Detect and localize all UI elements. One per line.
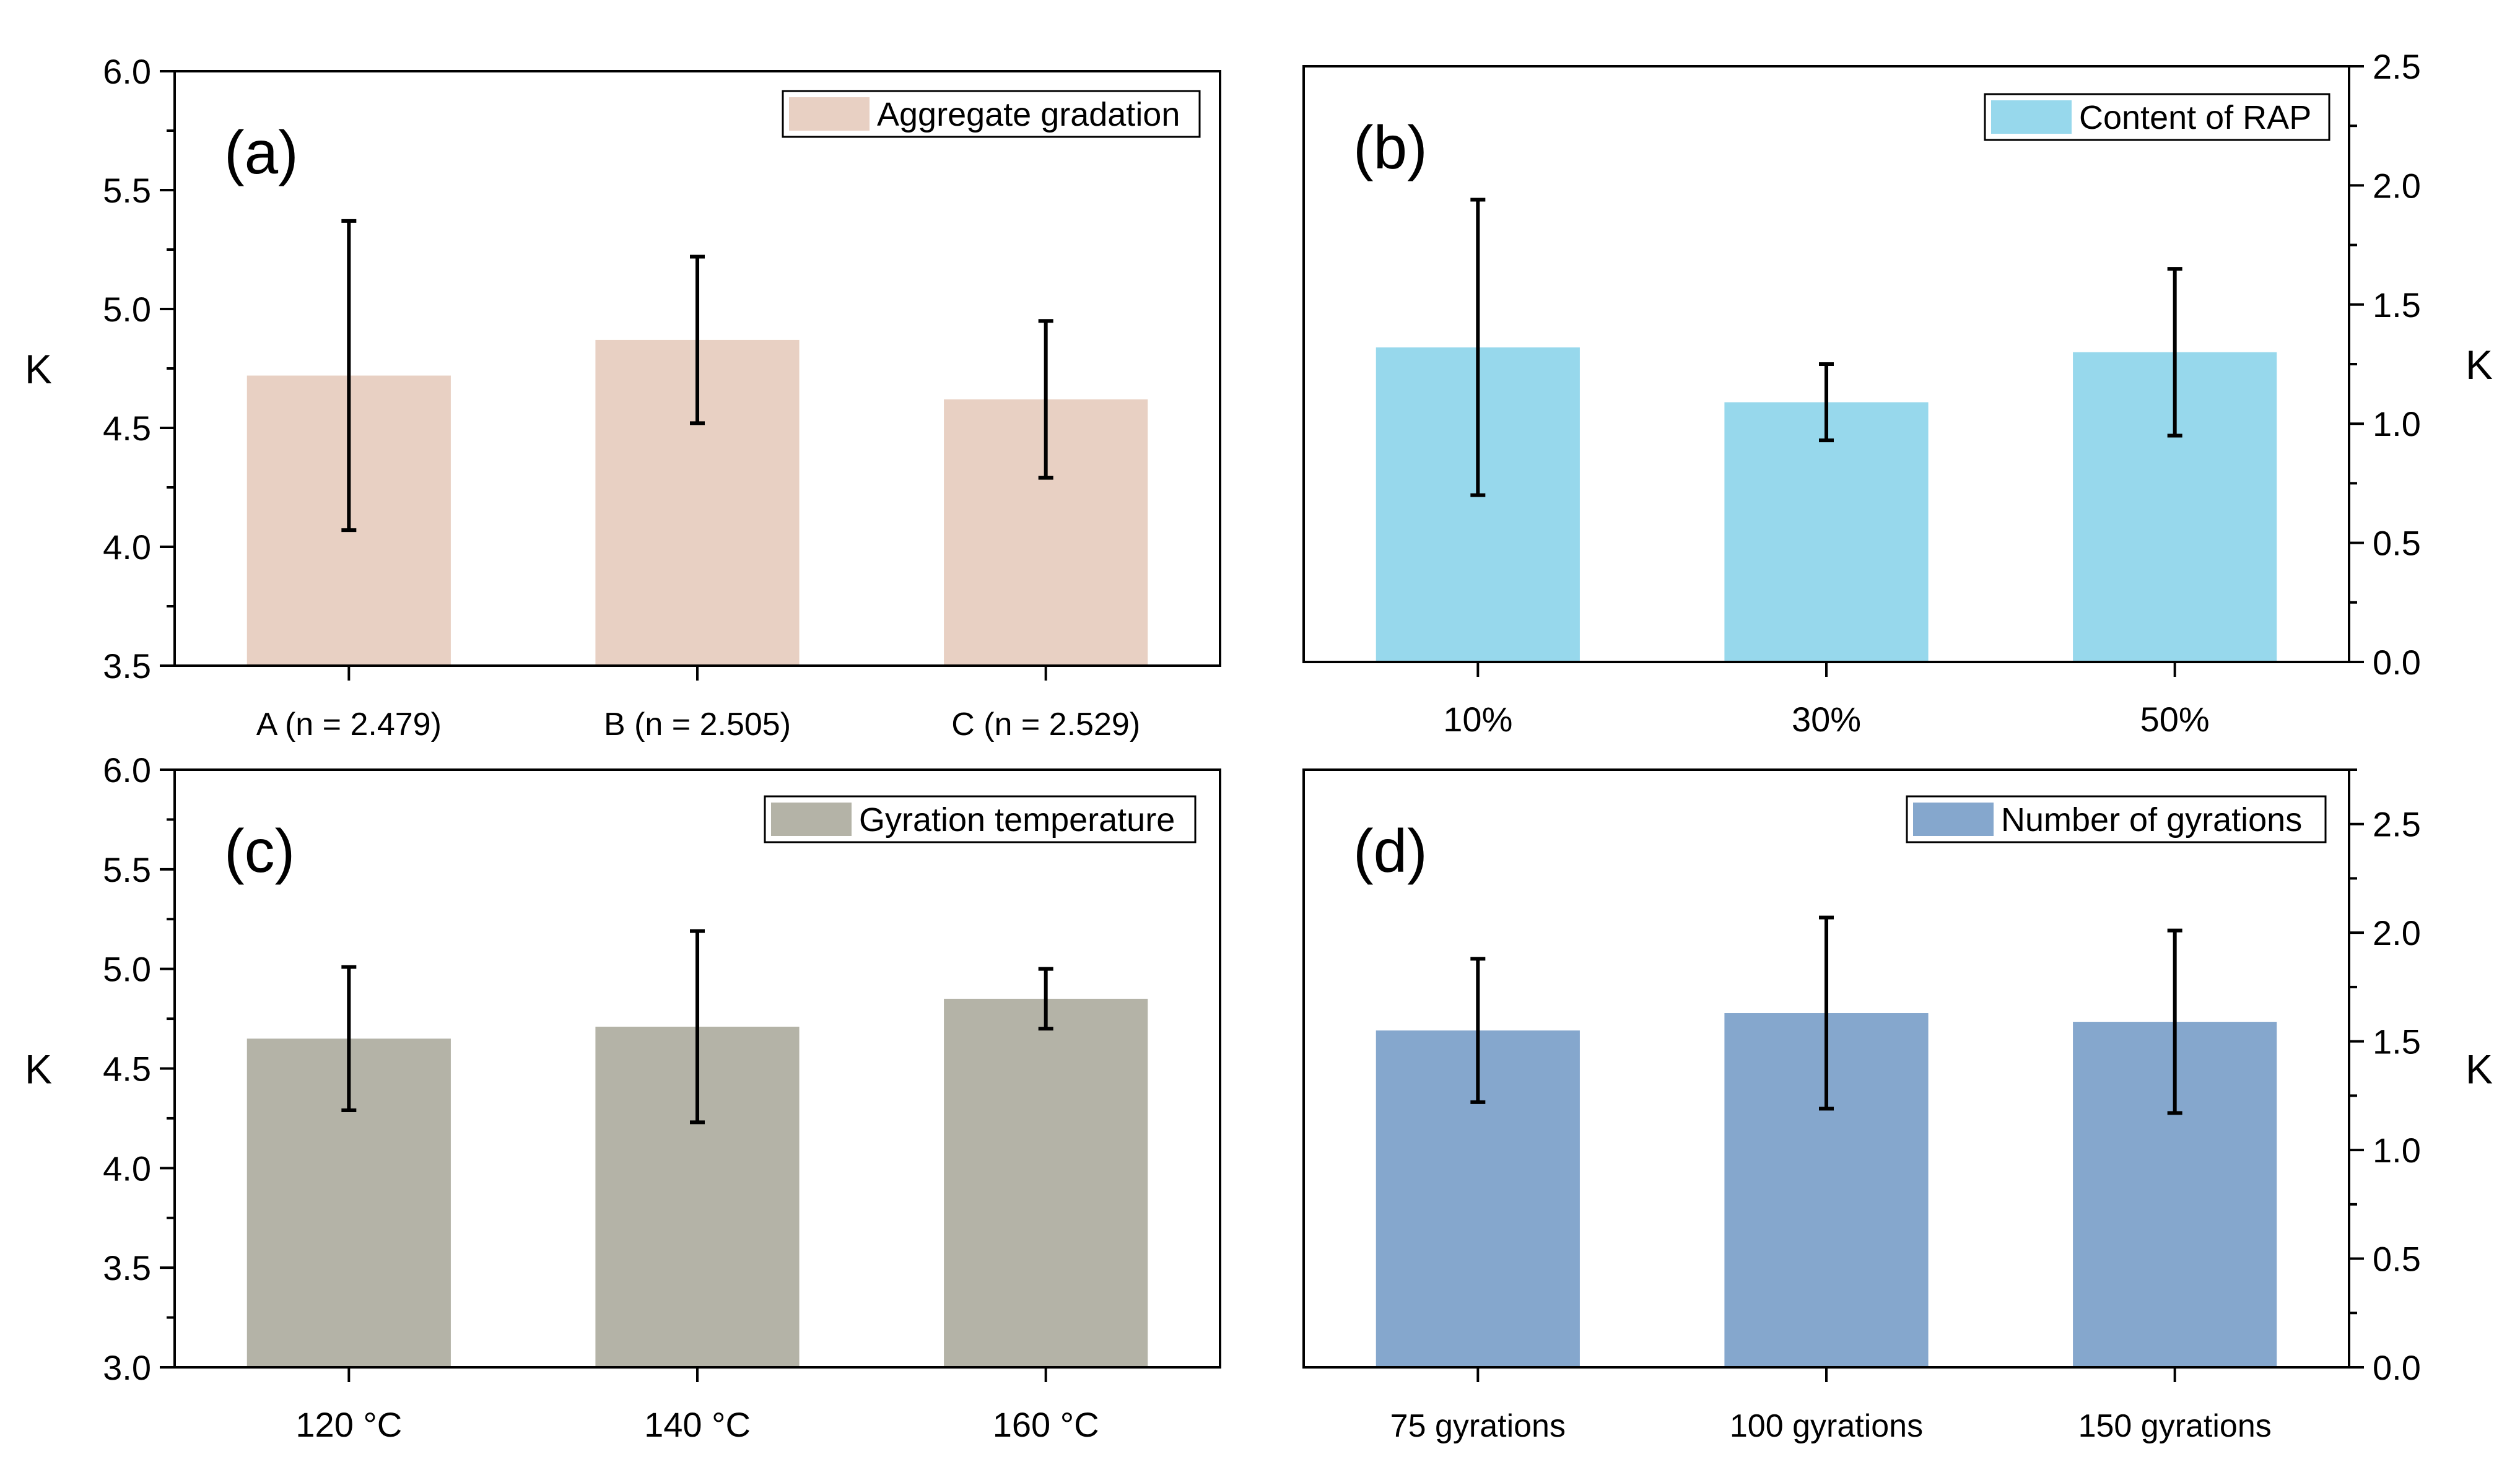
panel-c: 3.0 3.5 4.0 4.5 5.0 5.5 6.0 120 °C 140 °C 160 °C K… (25, 751, 1221, 1444)
legend-label: Gyration temperature (859, 801, 1175, 838)
y-tick-label: 2.0 (2373, 913, 2421, 952)
y-tick-label: 2.5 (2373, 47, 2421, 86)
y-axis-label: K (2466, 342, 2493, 388)
y-tick-label: 6.0 (103, 751, 151, 790)
x-tick-label: A (n = 2.479) (256, 707, 442, 742)
y-tick-label: 0.5 (2373, 524, 2421, 563)
y-tick-label: 3.0 (103, 1348, 151, 1387)
y-tick-label: 6.0 (103, 52, 151, 91)
y-axis-label: K (25, 1047, 52, 1092)
y-tick-label: 2.5 (2373, 805, 2421, 844)
y-axis-label: K (2466, 1047, 2493, 1092)
legend-label: Content of RAP (2079, 99, 2311, 136)
x-tick-label: C (n = 2.529) (951, 707, 1140, 742)
y-tick-label: 4.5 (103, 409, 151, 448)
y-tick-label: 0.5 (2373, 1240, 2421, 1279)
y-tick-label: 5.0 (103, 950, 151, 989)
y-tick-label: 2.0 (2373, 166, 2421, 205)
panel-label: (b) (1353, 113, 1428, 181)
x-tick-label: 120 °C (295, 1405, 402, 1444)
x-tick-label: 50% (2140, 700, 2210, 739)
panel-b: 0.0 0.5 1.0 1.5 2.0 2.5 10% 30% 50% K (b) Content o… (1302, 47, 2493, 739)
y-tick-label: 5.5 (103, 171, 151, 210)
x-tick-label: 160 °C (993, 1405, 1099, 1444)
y-axis-label: K (25, 346, 52, 392)
panel-label: (c) (224, 817, 295, 885)
y-tick-label: 3.5 (103, 646, 151, 686)
y-tick-label: 4.0 (103, 528, 151, 567)
x-tick-label: 75 gyrations (1390, 1408, 1566, 1444)
legend-label: Aggregate gradation (877, 96, 1180, 133)
y-tick-label: 1.0 (2373, 1131, 2421, 1170)
y-tick-label: 1.5 (2373, 285, 2421, 324)
legend-swatch (1991, 100, 2072, 134)
x-tick-label: B (n = 2.505) (604, 707, 791, 742)
x-tick-label: 150 gyrations (2078, 1408, 2272, 1444)
y-tick-label: 0.0 (2373, 643, 2421, 682)
x-tick-label: 10% (1443, 700, 1512, 739)
legend-swatch (771, 803, 852, 836)
y-tick-label: 1.0 (2373, 404, 2421, 443)
x-tick-label: 140 °C (644, 1405, 751, 1444)
panel-a: 3.5 4.0 4.5 5.0 5.5 6.0 A (n = 2.479) B (n = 2.… (25, 52, 1221, 742)
legend-label: Number of gyrations (2001, 801, 2302, 838)
x-tick-label: 100 gyrations (1730, 1408, 1923, 1444)
panel-label: (d) (1353, 817, 1428, 885)
y-tick-label: 5.5 (103, 850, 151, 889)
y-tick-label: 1.5 (2373, 1022, 2421, 1061)
x-tick-label: 30% (1792, 700, 1861, 739)
bar (1724, 402, 1929, 662)
panel-label: (a) (224, 118, 299, 186)
y-tick-label: 3.5 (103, 1248, 151, 1287)
legend-swatch (789, 97, 870, 131)
y-tick-label: 5.0 (103, 290, 151, 329)
legend-swatch (1913, 803, 1994, 836)
y-tick-label: 4.5 (103, 1050, 151, 1089)
panel-d: 0.0 0.5 1.0 1.5 2.0 2.5 75 gyrations 100 gyrati… (1302, 768, 2493, 1444)
y-tick-label: 0.0 (2373, 1348, 2421, 1387)
bar (944, 998, 1148, 1367)
y-tick-label: 4.0 (103, 1149, 151, 1188)
